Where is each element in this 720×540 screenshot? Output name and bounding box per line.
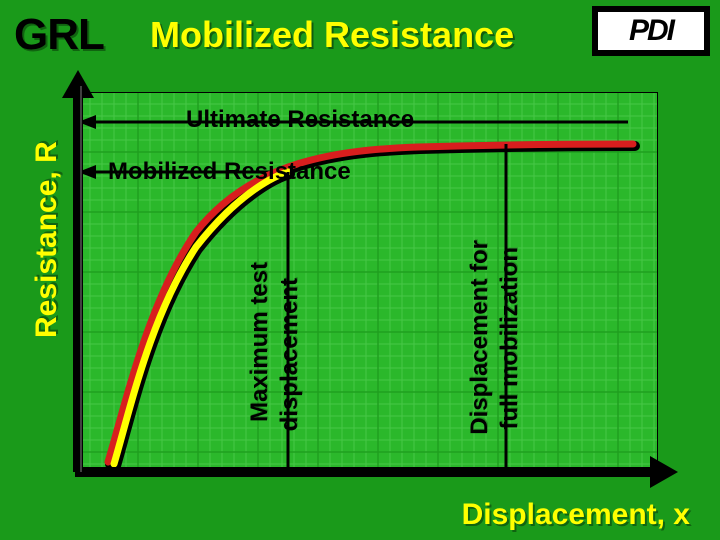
y-axis-label: Resistance, R xyxy=(30,80,64,400)
mobilized-resistance-label: Mobilized Resistance xyxy=(108,158,351,186)
ultimate-resistance-label: Ultimate Resistance xyxy=(186,106,414,134)
chart-svg xyxy=(78,92,658,472)
plot-area: Ultimate Resistance Mobilized Resistance… xyxy=(78,92,658,472)
x-axis-label: Displacement, x xyxy=(462,498,690,532)
logo-pdi-box: PDI xyxy=(592,6,710,56)
slide: GRL Mobilized Resistance PDI Resistance,… xyxy=(0,0,720,540)
logo-pdi-text: PDI xyxy=(629,14,673,48)
displacement-for-label: Displacement for xyxy=(466,240,494,435)
max-test-label: Maximum test xyxy=(246,262,274,422)
full-mobilization-label: full mobilization xyxy=(496,247,524,430)
displacement-label: displacement xyxy=(276,278,304,431)
logo-grl: GRL xyxy=(14,10,104,60)
slide-title: Mobilized Resistance xyxy=(150,14,514,56)
header: GRL Mobilized Resistance PDI xyxy=(0,0,720,80)
